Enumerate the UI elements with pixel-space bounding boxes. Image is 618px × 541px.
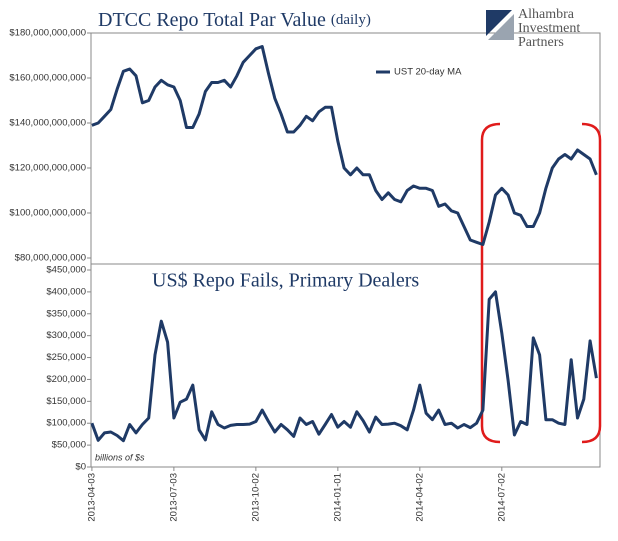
title-note: (daily) <box>331 12 371 28</box>
logo-mark <box>488 14 514 40</box>
y-tick-label: $100,000 <box>46 418 86 429</box>
logo-mark <box>486 10 512 36</box>
title-main: DTCC Repo Total Par Value <box>98 9 326 31</box>
y-tick-label: $100,000,000,000 <box>9 208 86 219</box>
y-tick-label: $350,000 <box>46 308 86 319</box>
logo-text: Alhambra <box>518 7 575 22</box>
y-tick-label: $160,000,000,000 <box>9 73 86 84</box>
chart-title: DTCC Repo Total Par Value (daily) <box>98 9 371 31</box>
y-tick-label: $450,000 <box>46 265 86 276</box>
y-tick-label: $120,000,000,000 <box>9 163 86 174</box>
logo-text: Investment <box>518 21 580 36</box>
y-tick-label: $0 <box>75 462 86 473</box>
y-tick-label: $140,000,000,000 <box>9 118 86 129</box>
data-line <box>91 45 598 246</box>
annotation: billions of $s <box>95 452 145 462</box>
x-tick-label: 2014-07-02 <box>496 473 507 522</box>
x-tick-label: 2014-04-02 <box>414 473 425 522</box>
plot-frame <box>90 32 601 468</box>
highlight-bracket <box>581 122 602 444</box>
logo: Alhambra Investment Partners <box>486 7 580 50</box>
y-tick-label: $150,000 <box>46 396 86 407</box>
highlight-bracket <box>480 122 501 444</box>
y-tick-label: $200,000 <box>46 374 86 385</box>
y-tick-label: $300,000 <box>46 330 86 341</box>
y-tick-label: $50,000 <box>52 440 86 451</box>
x-tick-label: 2013-04-03 <box>86 473 97 522</box>
data-line <box>90 290 598 443</box>
y-tick-label: $400,000 <box>46 286 86 297</box>
x-tick-label: 2014-01-01 <box>332 473 343 522</box>
y-tick-label: $250,000 <box>46 352 86 363</box>
legend-label: UST 20-day MA <box>394 67 462 78</box>
x-tick-label: 2013-10-02 <box>250 473 261 522</box>
y-tick-label: $180,000,000,000 <box>9 28 86 39</box>
chart-title: US$ Repo Fails, Primary Dealers <box>152 270 419 292</box>
x-tick-label: 2013-07-03 <box>168 473 179 522</box>
logo-text: Partners <box>518 35 564 50</box>
y-tick-label: $80,000,000,000 <box>15 253 86 264</box>
